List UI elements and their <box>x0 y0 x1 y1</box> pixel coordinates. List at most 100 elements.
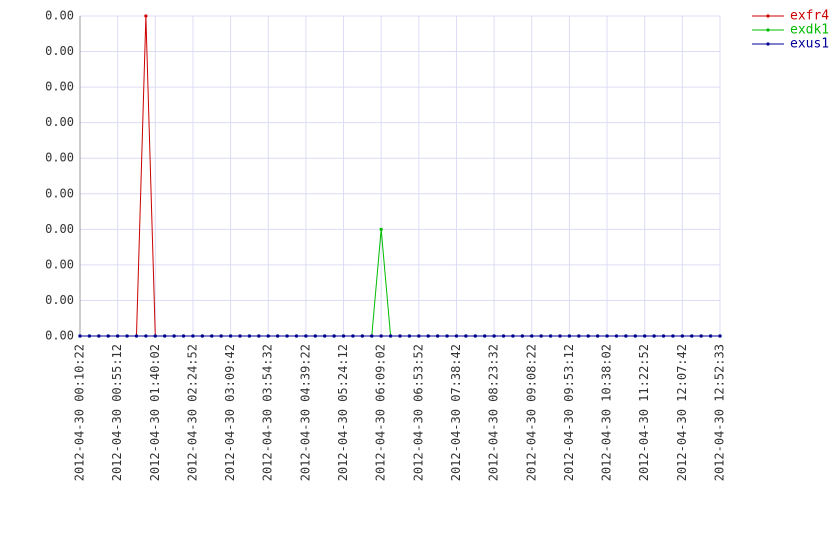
data-point <box>370 334 374 338</box>
x-tick-label: 2012-04-30 03:54:32 <box>261 344 275 481</box>
x-tick-label: 2012-04-30 09:08:22 <box>524 344 538 481</box>
data-point <box>351 334 355 338</box>
x-tick-label: 2012-04-30 06:53:52 <box>411 344 425 481</box>
x-tick-label: 2012-04-30 05:24:12 <box>336 344 350 481</box>
data-point <box>78 334 82 338</box>
data-point <box>144 14 148 18</box>
data-point <box>379 334 383 338</box>
x-tick-label: 2012-04-30 07:38:42 <box>449 344 463 481</box>
data-point <box>379 227 383 231</box>
y-tick-label: 0.00 <box>45 80 74 94</box>
data-point <box>699 334 703 338</box>
x-tick-label: 2012-04-30 09:53:12 <box>562 344 576 481</box>
data-point <box>163 334 167 338</box>
x-tick-label: 2012-04-30 04:39:22 <box>298 344 312 481</box>
legend-dot <box>766 42 770 46</box>
data-point <box>445 334 449 338</box>
data-point <box>407 334 412 338</box>
data-point <box>605 334 609 338</box>
data-point <box>577 334 581 338</box>
data-point <box>492 334 496 338</box>
data-point <box>257 334 261 338</box>
data-point <box>633 334 637 338</box>
data-point <box>144 334 148 338</box>
data-point <box>153 334 157 338</box>
data-point <box>276 334 280 338</box>
data-point <box>530 334 534 338</box>
data-point <box>671 334 675 338</box>
data-point <box>548 334 553 338</box>
data-point <box>210 334 214 338</box>
data-point <box>360 334 364 338</box>
data-point <box>116 334 120 338</box>
x-tick-label: 2012-04-30 06:09:02 <box>374 344 388 481</box>
legend-label: exfr4 <box>790 9 829 24</box>
y-tick-label: 0.00 <box>45 9 74 23</box>
data-point <box>219 334 223 338</box>
y-tick-label: 0.00 <box>45 329 74 343</box>
data-point <box>313 334 317 338</box>
data-point <box>661 334 666 338</box>
data-point <box>614 334 619 338</box>
legend-label: exus1 <box>790 37 829 52</box>
data-point <box>436 334 440 338</box>
data-point <box>294 334 299 338</box>
data-point <box>398 334 402 338</box>
data-point <box>332 334 336 338</box>
data-point <box>285 334 289 338</box>
x-tick-label: 2012-04-30 08:23:32 <box>487 344 501 481</box>
data-point <box>520 334 524 338</box>
data-point <box>125 334 129 338</box>
x-tick-label: 2012-04-30 12:52:33 <box>713 344 727 481</box>
y-tick-label: 0.00 <box>45 257 74 271</box>
data-point <box>596 334 600 338</box>
y-tick-label: 0.00 <box>45 151 74 165</box>
data-point <box>200 334 204 338</box>
x-tick-label: 2012-04-30 03:09:42 <box>223 344 237 481</box>
data-point <box>323 334 327 338</box>
legend-label: exdk1 <box>790 23 829 38</box>
data-point <box>586 334 590 338</box>
data-point <box>501 334 506 338</box>
data-point <box>97 334 101 338</box>
x-tick-label: 2012-04-30 12:07:42 <box>675 344 689 481</box>
data-point <box>388 334 393 338</box>
data-point <box>228 334 233 338</box>
x-tick-label: 2012-04-30 00:10:22 <box>73 344 87 481</box>
y-tick-label: 0.00 <box>45 186 74 200</box>
data-point <box>690 334 694 338</box>
legend-dot <box>766 28 770 32</box>
series-line <box>80 15 720 337</box>
data-point <box>454 334 459 338</box>
data-point <box>87 334 92 338</box>
data-point <box>426 334 430 338</box>
data-point <box>680 334 684 338</box>
data-point <box>708 334 713 338</box>
series-line <box>80 229 720 337</box>
x-tick-label: 2012-04-30 10:38:02 <box>600 344 614 481</box>
data-point <box>483 334 487 338</box>
data-point <box>341 334 346 338</box>
data-point <box>539 334 543 338</box>
data-point <box>134 334 139 338</box>
data-point <box>181 334 186 338</box>
data-point <box>464 334 468 338</box>
x-tick-label: 2012-04-30 11:22:52 <box>637 344 651 481</box>
data-point <box>567 334 572 338</box>
data-point <box>624 334 628 338</box>
data-point <box>643 334 647 338</box>
data-point <box>718 334 722 338</box>
x-tick-label: 2012-04-30 01:40:02 <box>148 344 162 481</box>
data-point <box>191 334 195 338</box>
data-point <box>511 334 515 338</box>
data-point <box>238 334 242 338</box>
data-point <box>247 334 252 338</box>
data-point <box>558 334 562 338</box>
y-tick-label: 0.00 <box>45 222 74 236</box>
legend-dot <box>766 14 770 18</box>
data-point <box>106 334 110 338</box>
data-point <box>417 334 421 338</box>
data-point <box>652 334 656 338</box>
